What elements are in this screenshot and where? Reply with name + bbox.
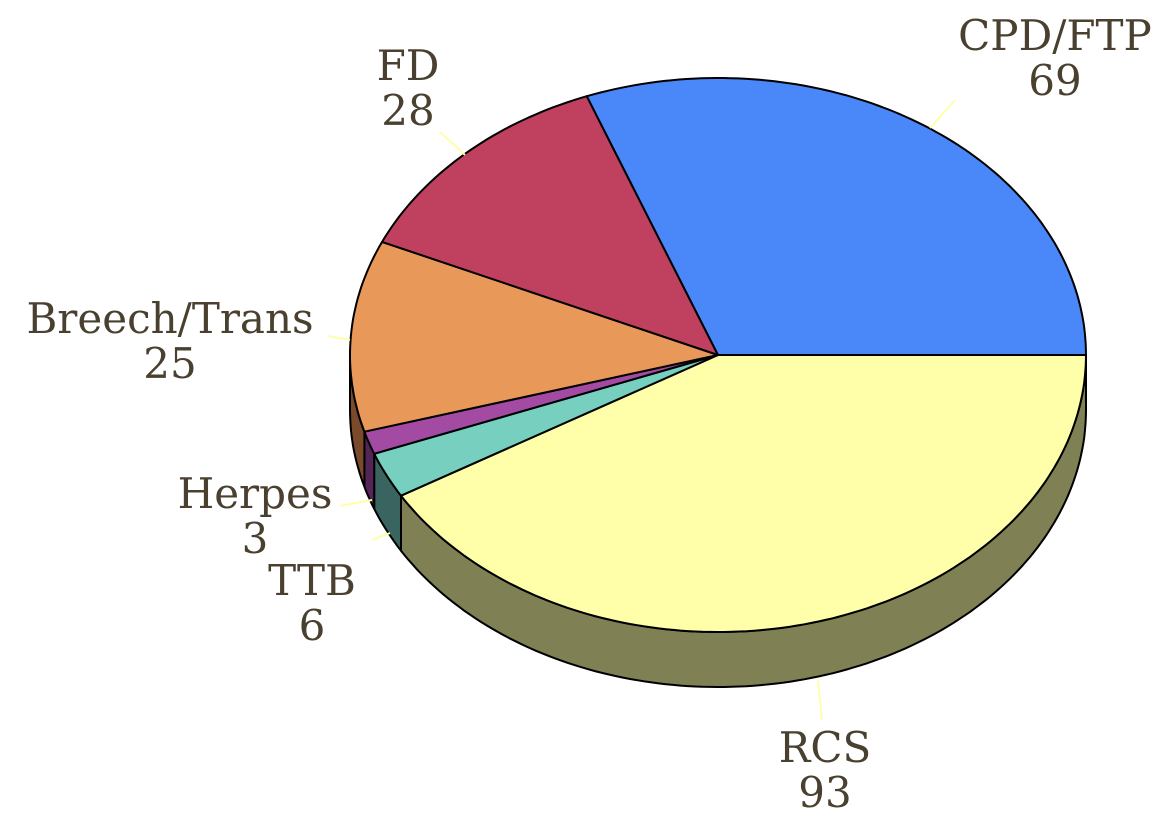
leader-line (339, 499, 373, 507)
slice-label: RCS (779, 723, 872, 772)
slice-label: TTB (268, 556, 356, 605)
leader-line (327, 335, 351, 341)
slice (400, 354, 1087, 633)
slice-label: Herpes (178, 469, 333, 518)
slice-label: CPD/FTP (958, 11, 1152, 60)
leader-line (439, 131, 466, 156)
leader-line (371, 532, 391, 541)
leader-line (929, 99, 956, 129)
slice-value: 28 (381, 86, 434, 135)
slice-value: 25 (143, 339, 196, 388)
leader-line (817, 679, 823, 721)
slice-label: FD (377, 41, 440, 90)
slice-value: 93 (798, 768, 851, 817)
slice (585, 77, 1087, 356)
slice-value: 69 (1028, 56, 1081, 105)
slice (373, 354, 719, 497)
slice-value: 6 (299, 601, 326, 650)
slice-label: Breech/Trans (26, 294, 313, 343)
slice (349, 240, 719, 433)
slice (381, 95, 719, 356)
slice-value: 3 (242, 514, 269, 563)
